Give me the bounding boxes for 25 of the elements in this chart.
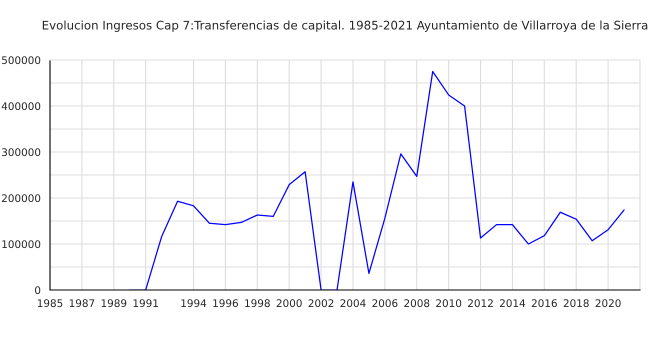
x-tick-label: 1985 (38, 299, 62, 308)
x-tick-label: 2012 (468, 299, 493, 308)
x-tick-label: 1996 (213, 299, 238, 308)
y-tick-label: 100000 (2, 240, 40, 248)
x-tick-label: 1998 (245, 299, 270, 308)
y-tick-label: 300000 (2, 148, 40, 156)
x-tick-label: 2002 (308, 299, 334, 308)
x-tick-label: 1991 (134, 299, 158, 308)
x-tick-label: 1994 (181, 299, 206, 308)
y-tick-label: 0 (35, 286, 40, 294)
x-tick-label: 1989 (102, 299, 126, 308)
y-tick-label: 500000 (2, 56, 40, 64)
x-tick-label: 2020 (596, 299, 621, 308)
x-tick-label: 2016 (532, 299, 557, 308)
x-tick-label: 2018 (564, 299, 589, 308)
y-tick-label: 400000 (2, 102, 40, 110)
x-tick-label: 2004 (340, 299, 366, 308)
x-tick-label: 2010 (436, 299, 462, 308)
x-tick-label: 2006 (372, 299, 398, 308)
x-tick-label: 2014 (500, 299, 526, 308)
y-tick-label: 200000 (2, 194, 40, 202)
chart-title: Evolucion Ingresos Cap 7:Transferencias de capital. 1985-2021 Ayuntamiento de Villarroya de la Sierra (42, 20, 648, 32)
x-tick-label: 2008 (404, 299, 430, 308)
x-tick-label: 2000 (276, 299, 302, 308)
x-tick-label: 1987 (70, 299, 94, 308)
